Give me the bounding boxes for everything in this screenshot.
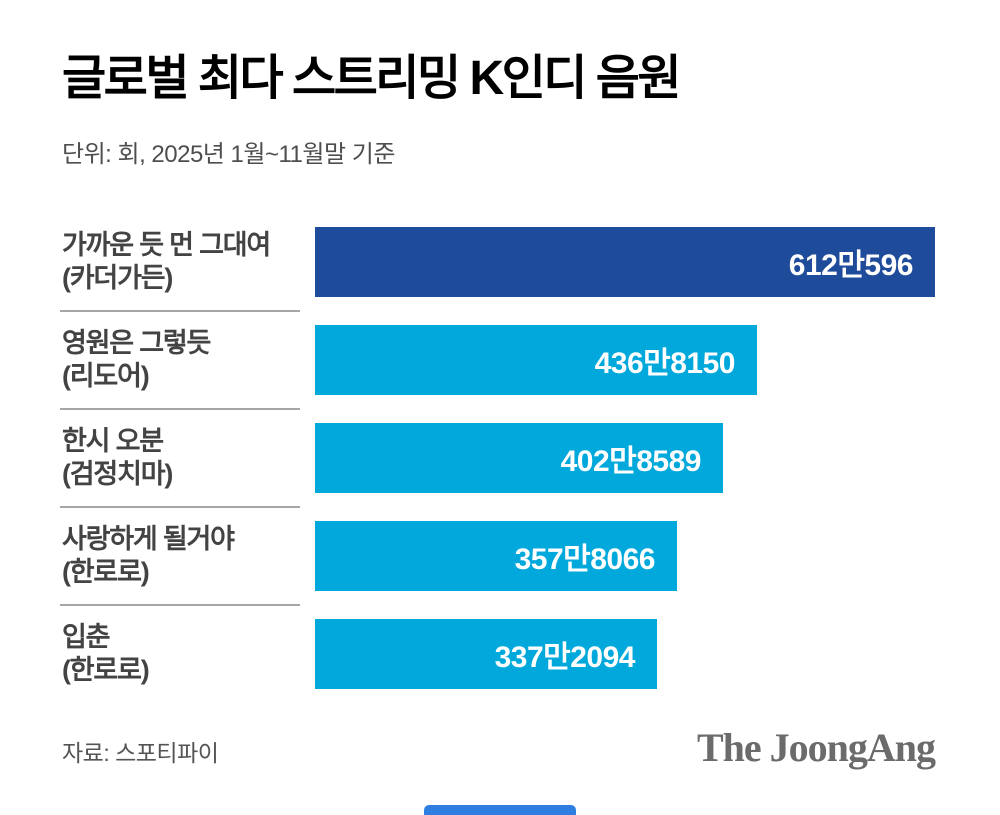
bar: 357만8066 xyxy=(315,521,677,592)
bar-label: 사랑하게 될거야 (한로로) xyxy=(62,523,315,589)
bar-label: 가까운 듯 먼 그대여 (카더가든) xyxy=(62,229,315,295)
artist-name: (카더가든) xyxy=(62,263,173,294)
bar-row: 사랑하게 될거야 (한로로) 357만8066 xyxy=(62,521,1000,592)
artist-name: (한로로) xyxy=(62,655,150,686)
row-gap xyxy=(60,591,1000,619)
song-title: 입춘 xyxy=(62,622,110,653)
bar-row: 가까운 듯 먼 그대여 (카더가든) 612만596 xyxy=(62,227,1000,298)
song-title: 한시 오분 xyxy=(62,426,164,457)
bar-label: 영원은 그렇듯 (리도어) xyxy=(62,327,315,393)
row-gap xyxy=(60,297,1000,325)
bar-row: 영원은 그렇듯 (리도어) 436만8150 xyxy=(62,325,1000,396)
artist-name: (리도어) xyxy=(62,361,150,392)
row-gap xyxy=(60,395,1000,423)
bar: 402만8589 xyxy=(315,423,723,494)
bar-value-label: 436만8150 xyxy=(594,347,736,381)
song-title: 가까운 듯 먼 그대여 xyxy=(62,230,271,261)
footer: 자료: 스포티파이 The JoongAng xyxy=(62,725,936,770)
artist-name: (한로로) xyxy=(62,557,150,588)
row-divider xyxy=(60,310,300,313)
row-divider xyxy=(60,506,300,509)
source-note: 자료: 스포티파이 xyxy=(62,740,219,766)
bottom-accent-bar xyxy=(424,805,576,815)
bar-row: 입춘 (한로로) 337만2094 xyxy=(62,619,1000,690)
bar: 612만596 xyxy=(315,227,935,298)
song-title: 영원은 그렇듯 xyxy=(62,328,211,359)
row-divider xyxy=(60,604,300,607)
artist-name: (검정치마) xyxy=(62,459,173,490)
song-title: 사랑하게 될거야 xyxy=(62,524,235,555)
bar-row: 한시 오분 (검정치마) 402만8589 xyxy=(62,423,1000,494)
bar-value-label: 612만596 xyxy=(788,249,914,283)
bar-label: 한시 오분 (검정치마) xyxy=(62,425,315,491)
chart-title: 글로벌 최다 스트리밍 K인디 음원 xyxy=(62,52,682,105)
chart-subtitle: 단위: 회, 2025년 1월~11월말 기준 xyxy=(62,141,395,169)
bar-value-label: 402만8589 xyxy=(560,445,702,479)
bar-chart: 가까운 듯 먼 그대여 (카더가든) 612만596 영원은 그렇듯 (리도어)… xyxy=(60,227,1000,690)
bar: 436만8150 xyxy=(315,325,757,396)
bar: 337만2094 xyxy=(315,619,657,690)
bar-label: 입춘 (한로로) xyxy=(62,621,315,687)
bar-value-label: 337만2094 xyxy=(494,641,636,675)
joongang-logo: The JoongAng xyxy=(696,725,936,770)
row-divider xyxy=(60,408,300,411)
row-gap xyxy=(60,493,1000,521)
bar-value-label: 357만8066 xyxy=(514,543,656,577)
